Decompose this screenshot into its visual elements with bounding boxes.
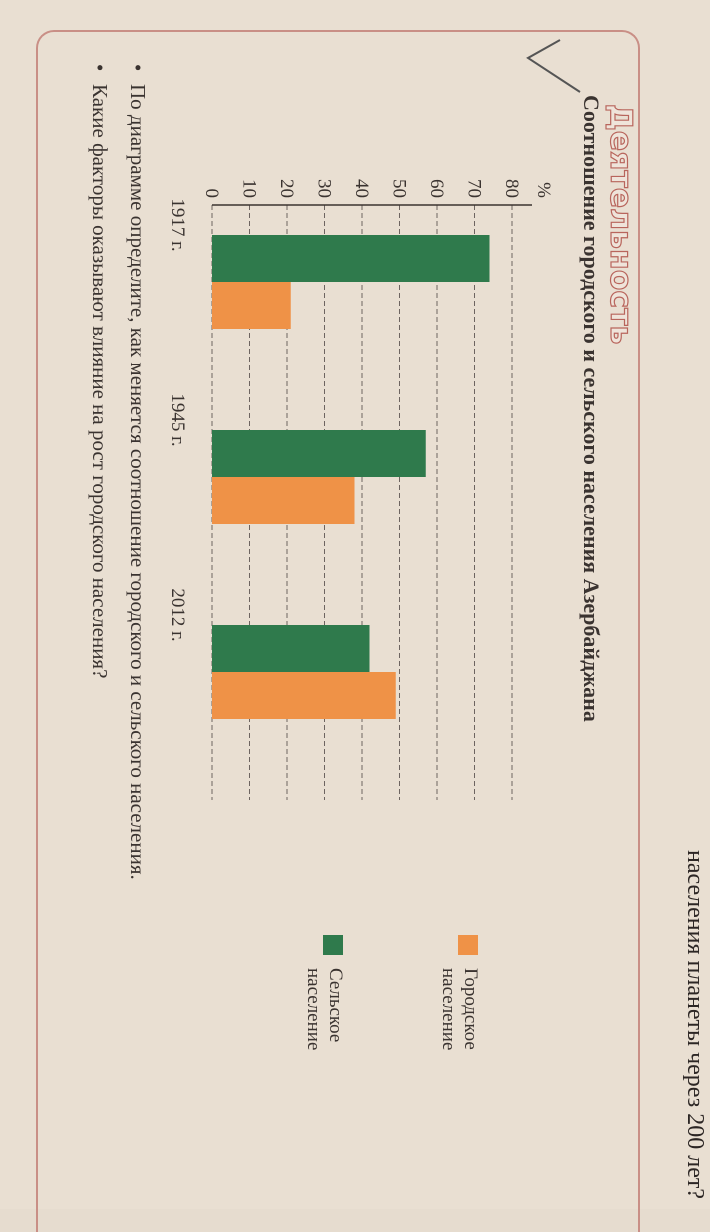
y-axis-label: % [533,182,554,198]
question: Какие факторы оказывают влияние на рост … [88,58,112,1183]
y-tick-label: 10 [239,179,260,198]
x-tick-label: 1945 г. [167,393,188,446]
bar [212,672,396,719]
legend-swatch [323,935,343,955]
bar [212,625,370,672]
legend-text: Городское население [438,968,481,1051]
chart: % 0 10 20 30 40 50 60 70 80 1917 г. 1945 г. 2012 г. [167,39,581,955]
x-tick-label: 1917 г. [167,198,188,251]
y-tick-label: 80 [501,179,522,198]
y-tick-label: 20 [276,179,297,198]
bar [212,235,490,282]
legend-text: Сельское население [303,968,346,1051]
legend-swatch [458,935,478,955]
questions: По диаграмме определите, как меняется со… [74,58,150,1183]
bar [212,477,355,524]
y-tick-label: 30 [314,179,335,198]
question: По диаграмме определите, как меняется со… [126,58,150,1183]
check-mark [526,39,581,93]
y-tick-label: 70 [464,179,485,198]
y-tick-label: 0 [201,189,222,199]
x-tick-label: 2012 г. [167,588,188,641]
y-tick-label: 50 [389,179,410,198]
y-tick-label: 40 [351,179,372,198]
bar [212,430,426,477]
bar [212,282,291,329]
y-tick-label: 60 [426,179,447,198]
